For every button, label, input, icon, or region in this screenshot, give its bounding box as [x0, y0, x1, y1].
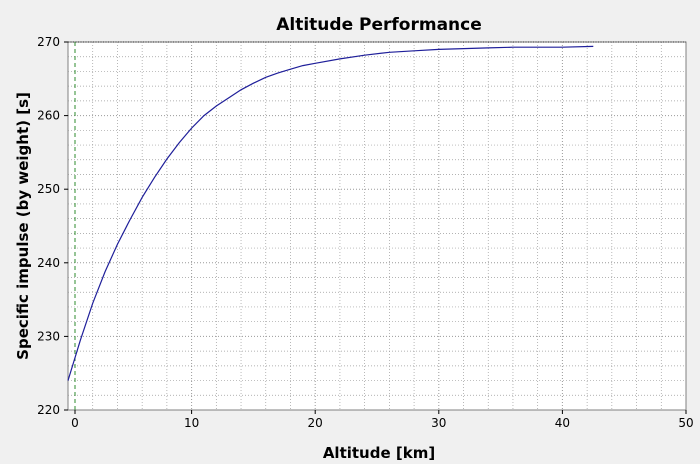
- chart-title: Altitude Performance: [276, 15, 482, 35]
- grid: [68, 41, 686, 410]
- x-tick-label: 50: [678, 416, 693, 430]
- y-axis-label: Specific impulse (by weight) [s]: [14, 92, 32, 360]
- y-tick-label: 230: [37, 329, 60, 343]
- y-axis-ticks: 220 230 240 250 260 270: [37, 35, 68, 417]
- x-tick-label: 0: [71, 416, 79, 430]
- y-tick-label: 220: [37, 403, 60, 417]
- y-tick-label: 240: [37, 256, 60, 270]
- series-layer: [67, 45, 594, 381]
- x-tick-label: 30: [431, 416, 446, 430]
- y-tick-label: 270: [37, 35, 60, 49]
- x-axis-ticks: 0 10 20 30 40 50: [71, 410, 694, 430]
- plot-area: [67, 41, 687, 411]
- x-tick-label: 20: [308, 416, 323, 430]
- y-tick-label: 260: [37, 109, 60, 123]
- y-tick-label: 250: [37, 182, 60, 196]
- series-line-0: [67, 45, 594, 381]
- x-tick-label: 40: [555, 416, 570, 430]
- x-tick-label: 10: [184, 416, 199, 430]
- x-axis-label: Altitude [km]: [323, 444, 435, 462]
